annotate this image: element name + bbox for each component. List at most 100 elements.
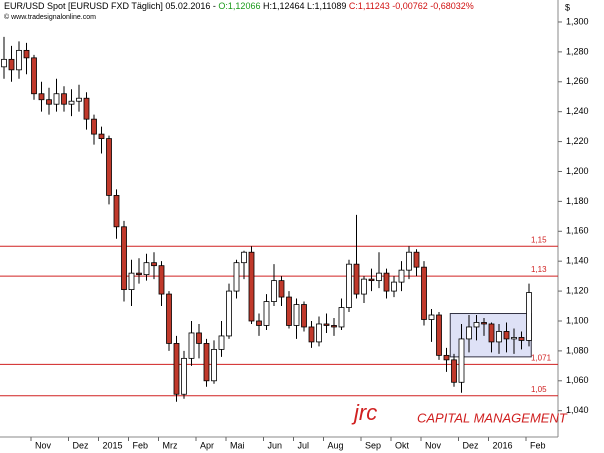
y-tick-label: 1,300 — [566, 16, 589, 26]
candle-body — [263, 301, 270, 326]
candle-body — [1, 58, 7, 68]
candle-body — [526, 292, 532, 341]
y-tick-label: 1,060 — [566, 375, 589, 385]
y-tick-label: 1,240 — [566, 106, 589, 116]
candle-body — [511, 337, 517, 340]
x-tick-label: 2016 — [493, 440, 513, 450]
candle-body — [406, 251, 412, 271]
candle-body — [278, 280, 285, 298]
candle-body — [458, 338, 465, 383]
x-tick-label: Feb — [530, 440, 546, 450]
candle-body — [31, 57, 37, 95]
candle-body — [166, 293, 172, 344]
level-label: 1,15 — [531, 235, 547, 244]
candle-body — [203, 343, 210, 382]
header-part: H:1,12464 L:1,11089 — [260, 1, 348, 11]
candle-body — [173, 343, 180, 395]
candle-body — [323, 323, 330, 326]
candle-body — [308, 326, 315, 343]
y-tick-label: 1,280 — [566, 46, 589, 56]
candle-body — [466, 326, 472, 340]
y-tick-label: 1,080 — [566, 345, 589, 355]
candle-body — [473, 322, 480, 328]
candle-body — [218, 335, 225, 350]
y-tick-label: 1,200 — [566, 166, 589, 176]
level-label: 1,05 — [531, 385, 547, 394]
x-tick-label: Dez — [463, 440, 480, 450]
candle-body — [368, 278, 375, 282]
y-tick-label: 1,040 — [566, 405, 589, 415]
candle-body — [211, 348, 217, 382]
candle-body — [451, 359, 457, 383]
candle-body — [136, 272, 142, 276]
candle-body — [391, 281, 397, 292]
candle-body — [376, 272, 382, 282]
x-tick-label: Mrz — [163, 440, 178, 450]
currency: $ — [565, 2, 570, 12]
candle-body — [293, 304, 300, 326]
candle-body — [241, 251, 247, 264]
candle-body — [488, 323, 495, 343]
copyright: © www.tradesignalonline.com — [4, 13, 96, 21]
candle-body — [316, 323, 322, 343]
candle-body — [76, 97, 82, 102]
x-tick-label: Dez — [73, 440, 90, 450]
candle-body — [128, 272, 135, 290]
y-tick-label: 1,180 — [566, 196, 589, 206]
candle-body — [496, 331, 502, 343]
x-tick-label: Apr — [200, 440, 214, 450]
candle-body — [61, 93, 67, 105]
x-tick-label: Jul — [298, 440, 310, 450]
y-tick-label: 1,160 — [566, 226, 589, 236]
candle-body — [91, 118, 97, 135]
candle-body — [503, 331, 510, 340]
candle-body — [38, 93, 45, 101]
candle-body — [151, 262, 157, 267]
candle-body — [361, 278, 367, 295]
x-tick-label: Nov — [35, 440, 52, 450]
candle-body — [23, 49, 30, 59]
candle-body — [443, 354, 450, 361]
candle-body — [518, 337, 525, 341]
candle-body — [46, 99, 52, 105]
x-tick-label: 2015 — [103, 440, 123, 450]
candle-body — [121, 226, 127, 290]
candle-body — [226, 290, 232, 337]
y-tick-label: 1,120 — [566, 285, 589, 295]
candle-body — [196, 332, 202, 344]
candle-body — [16, 49, 22, 71]
candle-body — [353, 263, 360, 295]
header-part: EUR/USD Spot [EURUSD FXD Täglich] 05.02.… — [4, 1, 218, 11]
candle-body — [248, 251, 255, 322]
candle-body — [428, 314, 435, 320]
candle-body — [113, 195, 120, 228]
candle-body — [106, 138, 112, 196]
x-tick-label: Nov — [425, 440, 442, 450]
candle-body — [421, 266, 427, 320]
candle-body — [383, 272, 390, 292]
candle-body — [331, 325, 337, 328]
x-tick-label: Feb — [133, 440, 149, 450]
candle-body — [83, 97, 90, 120]
candle-body — [8, 58, 15, 71]
candle-body — [301, 304, 307, 328]
candle-body — [53, 93, 60, 105]
x-tick-label: Mai — [230, 440, 245, 450]
candle-body — [481, 322, 487, 325]
candle-body — [436, 314, 442, 356]
x-tick-label: Aug — [328, 440, 344, 450]
header-part: C:1,11243 -0,00762 -0,68032% — [349, 1, 474, 11]
candle-body — [286, 296, 292, 326]
candle-body — [188, 332, 195, 359]
x-tick-label: Okt — [395, 440, 410, 450]
candle-body — [346, 263, 352, 308]
header-part: O:1,12066 — [218, 1, 260, 11]
y-tick-label: 1,220 — [566, 136, 589, 146]
chart-header: EUR/USD Spot [EURUSD FXD Täglich] 05.02.… — [4, 1, 474, 11]
candle-body — [158, 265, 165, 295]
candle-body — [233, 262, 240, 292]
x-tick-label: Jun — [268, 440, 283, 450]
y-tick-label: 1,140 — [566, 256, 589, 266]
